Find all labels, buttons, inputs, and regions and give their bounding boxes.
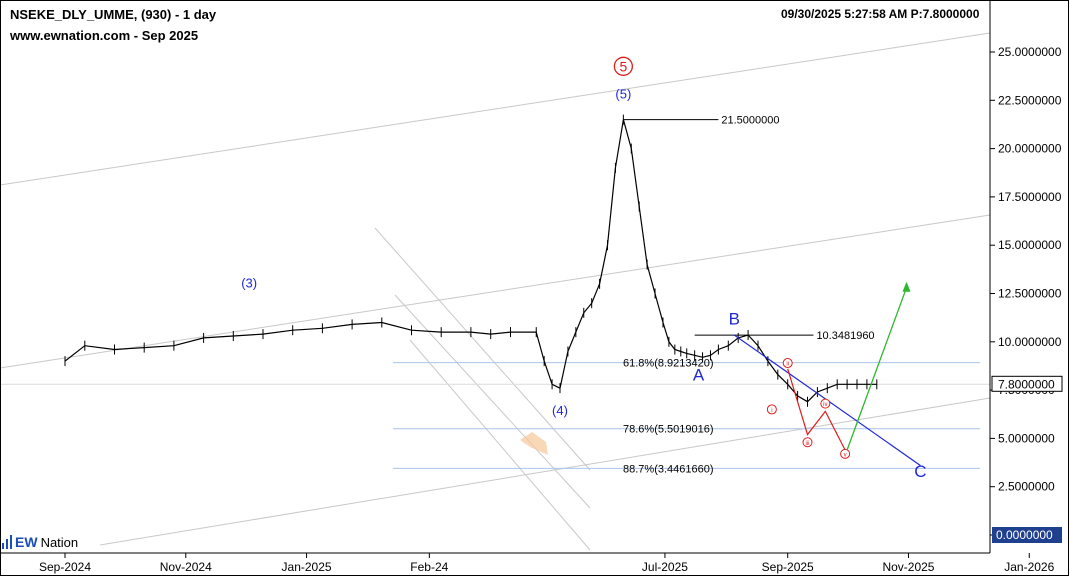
chart-subtitle: www.ewnation.com - Sep 2025 (10, 28, 199, 43)
timestamp-price: 09/30/2025 5:27:58 AM P:7.8000000 (781, 7, 980, 21)
channel-line (99, 397, 991, 546)
y-tick-label: 25.0000000 (998, 45, 1062, 59)
ewnation-logo: EW Nation (2, 531, 102, 553)
wave-label: (5) (615, 86, 631, 101)
y-tick-label: 15.0000000 (998, 238, 1062, 252)
minor-wave-label: iii (806, 441, 810, 447)
x-tick-label: Nov-2024 (160, 560, 212, 574)
projection-arrowhead (902, 281, 911, 292)
minor-wave-circle (820, 398, 831, 409)
minor-wave-label: iv (823, 402, 827, 408)
y-tick-label: 12.5000000 (998, 287, 1062, 301)
logo-mark: EW (15, 534, 38, 550)
channel-line (0, 214, 991, 369)
minor-wave-label: ii (786, 362, 789, 368)
x-tick-label: Jan-2025 (282, 560, 332, 574)
fib-label: 88.7%(3.4461660) (623, 463, 714, 475)
price-line (64, 119, 877, 403)
target-zone-shape (520, 432, 548, 455)
y-tick-label: 10.0000000 (998, 335, 1062, 349)
minor-wave-label: i (771, 408, 772, 414)
x-tick-label: Jul-2025 (642, 560, 688, 574)
wave-label: (4) (552, 403, 568, 418)
x-tick-label: Nov-2025 (882, 560, 934, 574)
fib-label: 78.6%(5.5019016) (623, 424, 714, 436)
projection-arrow (846, 281, 911, 451)
price-level-label: 10.3481960 (816, 330, 874, 342)
x-tick-label: Sep-2024 (39, 560, 91, 574)
y-tick-label: 2.5000000 (998, 480, 1055, 494)
wave-label: 5 (619, 58, 627, 74)
projection-line (846, 287, 908, 451)
x-tick-label: Sep-2025 (762, 560, 814, 574)
price-level-label: 21.5000000 (721, 115, 779, 127)
y-tick-label: 0.0000000 (996, 528, 1053, 542)
channel-lines (0, 32, 991, 551)
chart-title: NSEKE_DLY_UMME, (930) - 1 day (10, 7, 217, 22)
minor-wave-label: v (844, 452, 847, 458)
logo-name: Nation (40, 534, 79, 550)
wave-label: C (914, 462, 926, 481)
y-tick-label: 5.0000000 (998, 431, 1055, 445)
wave-label: (3) (241, 276, 257, 291)
wave-counts: 21.500000010.3481960(3)(4)(5)5ABCiiiiiii… (241, 56, 927, 481)
sub-wave-line (787, 368, 846, 451)
logo-bars-icon (2, 535, 12, 549)
last-price-label: 7.8000000 (998, 377, 1055, 391)
down-channel-line (409, 339, 591, 551)
wave-5-circle (613, 56, 634, 76)
down-channel-line (374, 227, 591, 471)
price-series (64, 114, 878, 407)
y-tick-label: 22.5000000 (998, 93, 1062, 107)
minor-wave-circle (766, 404, 777, 415)
minor-wave-circle (802, 437, 813, 448)
target-zone (520, 432, 548, 455)
wave-label: A (693, 365, 705, 384)
fib-label: 61.8%(8.9213420) (623, 358, 714, 370)
minor-wave-circle (840, 448, 851, 459)
down-channel-line (394, 294, 591, 509)
y-tick-label: 17.5000000 (998, 190, 1062, 204)
x-tick-label: Jan-2026 (1004, 560, 1054, 574)
zero-label-bg (992, 527, 1062, 543)
minor-wave-circle (782, 358, 793, 369)
y-tick-label: 20.0000000 (998, 142, 1062, 156)
channel-line (0, 32, 991, 186)
x-tick-label: Feb-24 (410, 560, 448, 574)
fibonacci-levels: 61.8%(8.9213420) 78.6%(5.5019016) 88.7%(3.… (393, 358, 980, 475)
wave-label: B (729, 309, 740, 328)
last-price-box (991, 375, 1063, 392)
